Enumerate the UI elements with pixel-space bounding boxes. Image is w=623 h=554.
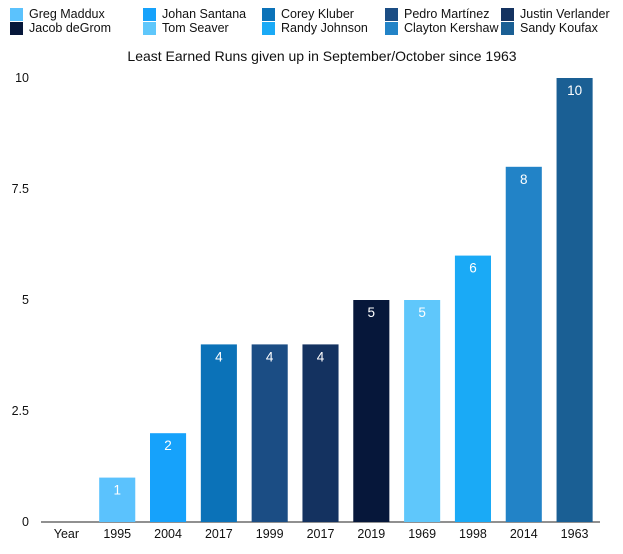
- legend-item-jacob-degrom: Jacob deGrom: [10, 21, 111, 35]
- legend-item-tom-seaver: Tom Seaver: [143, 21, 229, 35]
- legend-swatch: [10, 7, 23, 21]
- legend-item-randy-johnson: Randy Johnson: [262, 21, 368, 35]
- y-tick-label: 7.5: [12, 182, 29, 196]
- legend-label: Jacob deGrom: [29, 21, 111, 35]
- bar: [454, 255, 491, 522]
- x-tick-label: 2014: [510, 527, 538, 541]
- legend-swatch: [262, 21, 275, 35]
- y-tick-label: 5: [22, 293, 29, 307]
- legend-label: Randy Johnson: [281, 21, 368, 35]
- chart-title: Least Earned Runs given up in September/…: [127, 48, 516, 64]
- x-tick-label: 2017: [307, 527, 335, 541]
- x-tick-label: 1963: [561, 527, 589, 541]
- x-tick-label: 1998: [459, 527, 487, 541]
- x-tick-label: 1969: [408, 527, 436, 541]
- legend-item-corey-kluber: Corey Kluber: [262, 7, 354, 21]
- y-tick-label: 0: [22, 515, 29, 529]
- legend-label: Greg Maddux: [29, 7, 105, 21]
- bar-data-label: 4: [317, 349, 325, 364]
- bar-series: 1 2 4 4 4 5 5 6 8 10: [99, 78, 593, 523]
- legend-swatch: [143, 21, 156, 35]
- y-tick-label: 10: [15, 71, 29, 85]
- bar-data-label: 4: [215, 349, 223, 364]
- bar-data-label: 10: [567, 83, 582, 98]
- legend-swatch: [10, 21, 23, 35]
- bar: [150, 433, 187, 522]
- bar-data-label: 5: [418, 305, 426, 320]
- legend-swatch: [385, 21, 398, 35]
- bar: [200, 344, 237, 522]
- legend-label: Johan Santana: [162, 7, 247, 21]
- bar: [251, 344, 288, 522]
- x-tick-label: 2019: [357, 527, 385, 541]
- legend-item-sandy-koufax: Sandy Koufax: [501, 21, 598, 35]
- bar-data-label: 6: [469, 261, 477, 276]
- legend-label: Sandy Koufax: [520, 21, 598, 35]
- x-tick-label: 2004: [154, 527, 182, 541]
- legend-item-justin-verlander: Justin Verlander: [501, 7, 610, 21]
- legend-swatch: [385, 7, 398, 21]
- legend-label: Corey Kluber: [281, 7, 354, 21]
- legend-label: Justin Verlander: [520, 7, 610, 21]
- bar-data-label: 4: [266, 349, 274, 364]
- bar-data-label: 1: [113, 483, 121, 498]
- bar-data-label: 8: [520, 172, 528, 187]
- legend-swatch: [262, 7, 275, 21]
- legend-label: Tom Seaver: [162, 21, 229, 35]
- bar: [556, 78, 593, 522]
- bar-data-label: 2: [164, 438, 172, 453]
- x-tick-label: Year: [54, 527, 79, 541]
- legend-item-johan-santana: Johan Santana: [143, 7, 246, 21]
- legend-item-greg-maddux: Greg Maddux: [10, 7, 105, 21]
- y-axis: 0 2.5 5 7.5 10: [12, 71, 29, 529]
- legend-swatch: [501, 7, 514, 21]
- legend-swatch: [501, 21, 514, 35]
- x-axis: Year 1995 2004 2017 1999 2017 2019 1969 1998 2014…: [54, 527, 589, 541]
- x-tick-label: 1999: [256, 527, 284, 541]
- bar: [302, 344, 339, 522]
- y-tick-label: 2.5: [12, 404, 29, 418]
- x-tick-label: 2017: [205, 527, 233, 541]
- x-tick-label: 1995: [103, 527, 131, 541]
- bar-data-label: 5: [368, 305, 376, 320]
- bar: [99, 477, 136, 522]
- legend-label: Pedro Martínez: [404, 7, 490, 21]
- bar: [353, 300, 390, 522]
- legend-item-pedro-martinez: Pedro Martínez: [385, 7, 489, 21]
- bar: [505, 166, 542, 523]
- legend-label: Clayton Kershaw: [404, 21, 499, 35]
- legend-swatch: [143, 7, 156, 21]
- chart-legend: Greg Maddux Johan Santana Corey Kluber P…: [0, 0, 623, 40]
- legend-item-clayton-kershaw: Clayton Kershaw: [385, 21, 499, 35]
- bar: [404, 300, 441, 522]
